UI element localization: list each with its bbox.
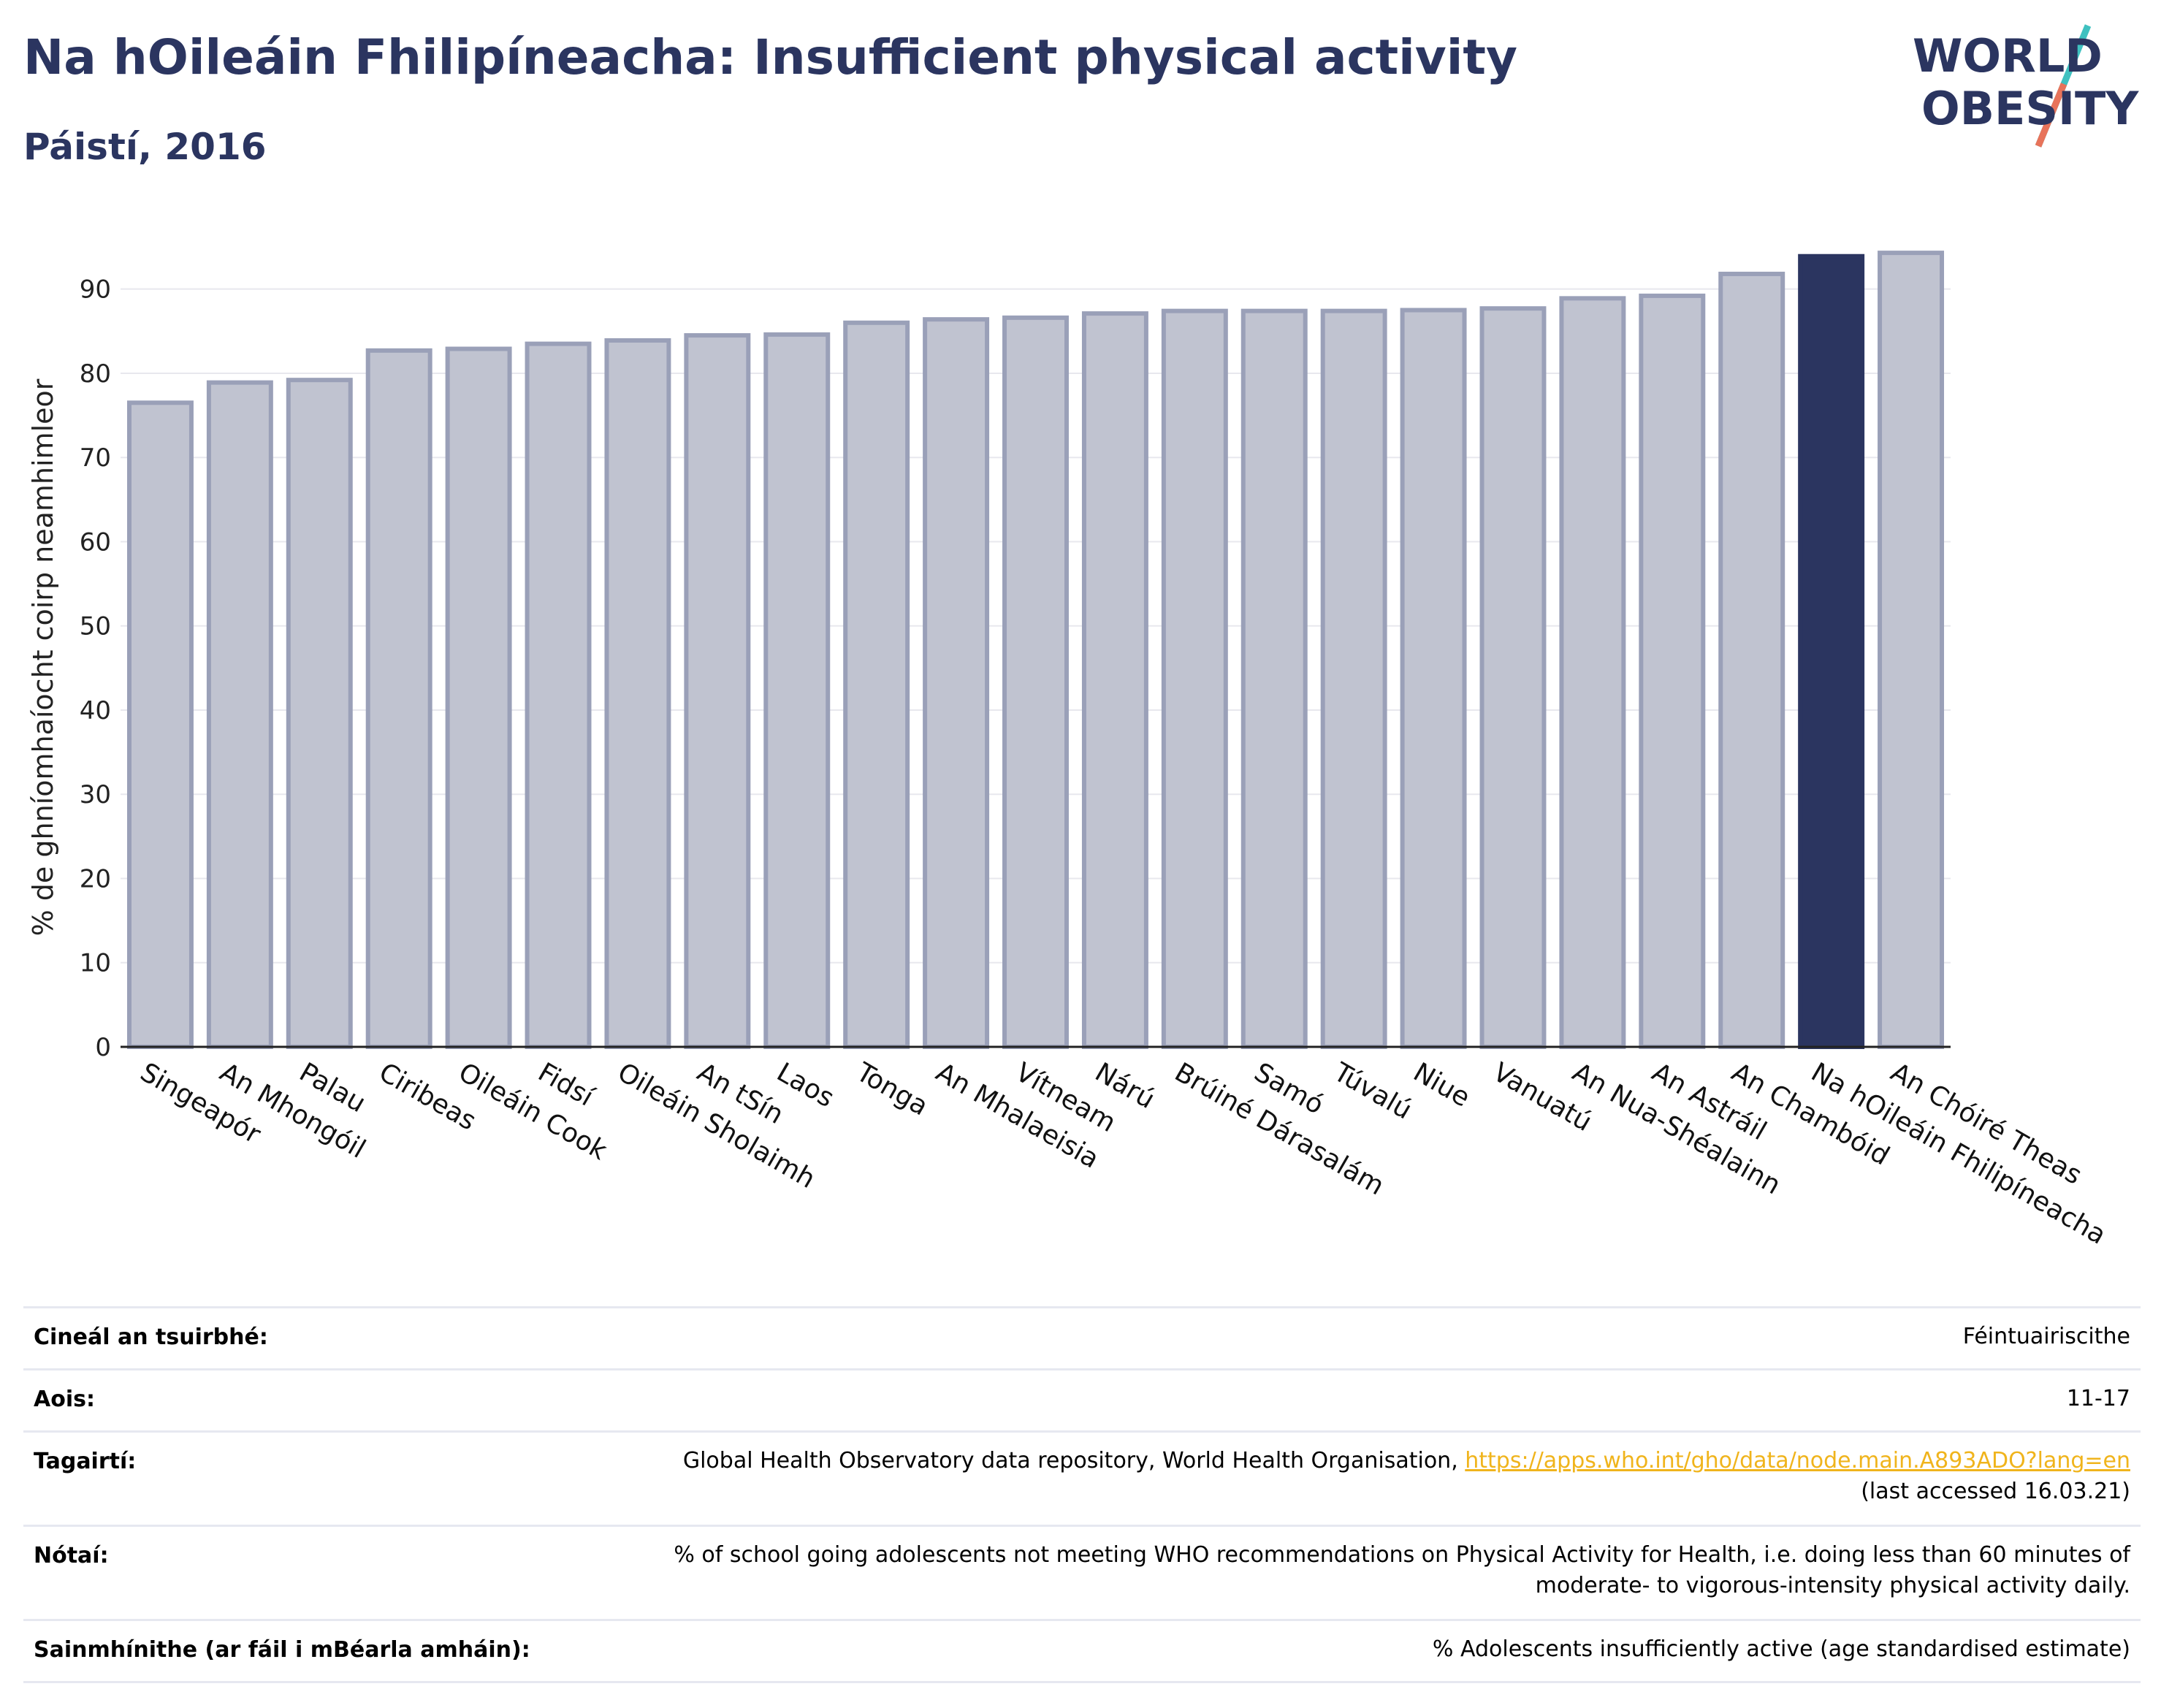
bar — [286, 378, 353, 1049]
bar — [1161, 308, 1228, 1050]
metadata-key: Aois: — [34, 1387, 95, 1412]
bar — [604, 338, 671, 1050]
metadata-value: 11-17 — [2066, 1386, 2130, 1411]
metadata-row: Nótaí: % of school going adolescents not … — [23, 1525, 2141, 1619]
world-obesity-logo: WORLD OBESITY — [1913, 24, 2139, 148]
y-tick-label: 20 — [80, 864, 111, 893]
metadata-row: Aois: 11-17 — [23, 1368, 2141, 1430]
metadata-bottom-border — [23, 1681, 2141, 1683]
bars — [126, 251, 1945, 1050]
bar — [1639, 293, 1706, 1050]
metadata-row: Sainmhínithe (ar fáil i mBéarla amháin):… — [23, 1619, 2141, 1681]
bar — [126, 400, 194, 1049]
y-tick-label: 0 — [95, 1033, 111, 1062]
bar — [1718, 271, 1785, 1050]
bar — [1320, 308, 1387, 1050]
y-axis-ticks: 0 10 20 30 40 50 60 70 80 90 — [80, 275, 111, 1062]
bar — [684, 333, 751, 1050]
bar — [525, 341, 592, 1049]
bar — [1798, 253, 1865, 1050]
x-tick-label: Túvalú — [1328, 1057, 1417, 1126]
y-tick-label: 50 — [80, 612, 111, 641]
bar — [1479, 306, 1547, 1049]
bar — [923, 317, 990, 1049]
metadata-row: Cineál an tsuirbhé: Féintuairiscithe — [23, 1306, 2141, 1368]
bar — [843, 320, 910, 1049]
chart-title: Na hOileáin Fhilipíneacha: Insufficient … — [23, 29, 1518, 85]
y-tick-label: 30 — [80, 780, 111, 809]
metadata-key: Sainmhínithe (ar fáil i mBéarla amháin): — [34, 1637, 530, 1663]
metadata-key: Tagairtí: — [34, 1449, 137, 1474]
metadata-key: Cineál an tsuirbhé: — [34, 1324, 268, 1350]
metadata-value: Global Health Observatory data repositor… — [682, 1448, 2130, 1504]
y-tick-label: 10 — [80, 949, 111, 978]
metadata-row: Tagairtí: Global Health Observatory data … — [23, 1430, 2141, 1525]
x-tick-label: Niue — [1409, 1057, 1475, 1113]
y-tick-label: 60 — [80, 527, 111, 557]
bar — [1240, 308, 1308, 1050]
y-axis-label: % de ghníomhaíocht coirp neamhimleor — [27, 378, 59, 936]
bar — [1559, 296, 1626, 1049]
y-tick-label: 40 — [80, 696, 111, 725]
metadata-table: Cineál an tsuirbhé: Féintuairiscithe Aois:… — [23, 1306, 2141, 1683]
bar — [1081, 311, 1148, 1049]
x-tick-label: Tonga — [850, 1057, 933, 1122]
bar — [1400, 308, 1467, 1049]
bar — [1002, 315, 1069, 1049]
metadata-value: % Adolescents insufficiently active (age… — [1432, 1636, 2130, 1662]
y-tick-label: 90 — [80, 275, 111, 305]
bar — [206, 380, 273, 1049]
metadata-value: % of school going adolescents not meetin… — [674, 1542, 2130, 1598]
metadata-value: Féintuairiscithe — [1962, 1324, 2130, 1349]
bar — [763, 332, 831, 1049]
y-tick-label: 70 — [80, 443, 111, 473]
bar — [1878, 251, 1945, 1049]
chart-subtitle: Páistí, 2016 — [23, 126, 267, 168]
logo-line2: OBESITY — [1921, 82, 2139, 135]
metadata-key: Nótaí: — [34, 1543, 109, 1568]
y-tick-label: 80 — [80, 359, 111, 389]
reference-link[interactable]: https://apps.who.int/gho/data/node.main.… — [1465, 1448, 2130, 1473]
bar — [365, 348, 432, 1049]
bar — [445, 346, 512, 1049]
logo-line1: WORLD — [1913, 29, 2103, 83]
